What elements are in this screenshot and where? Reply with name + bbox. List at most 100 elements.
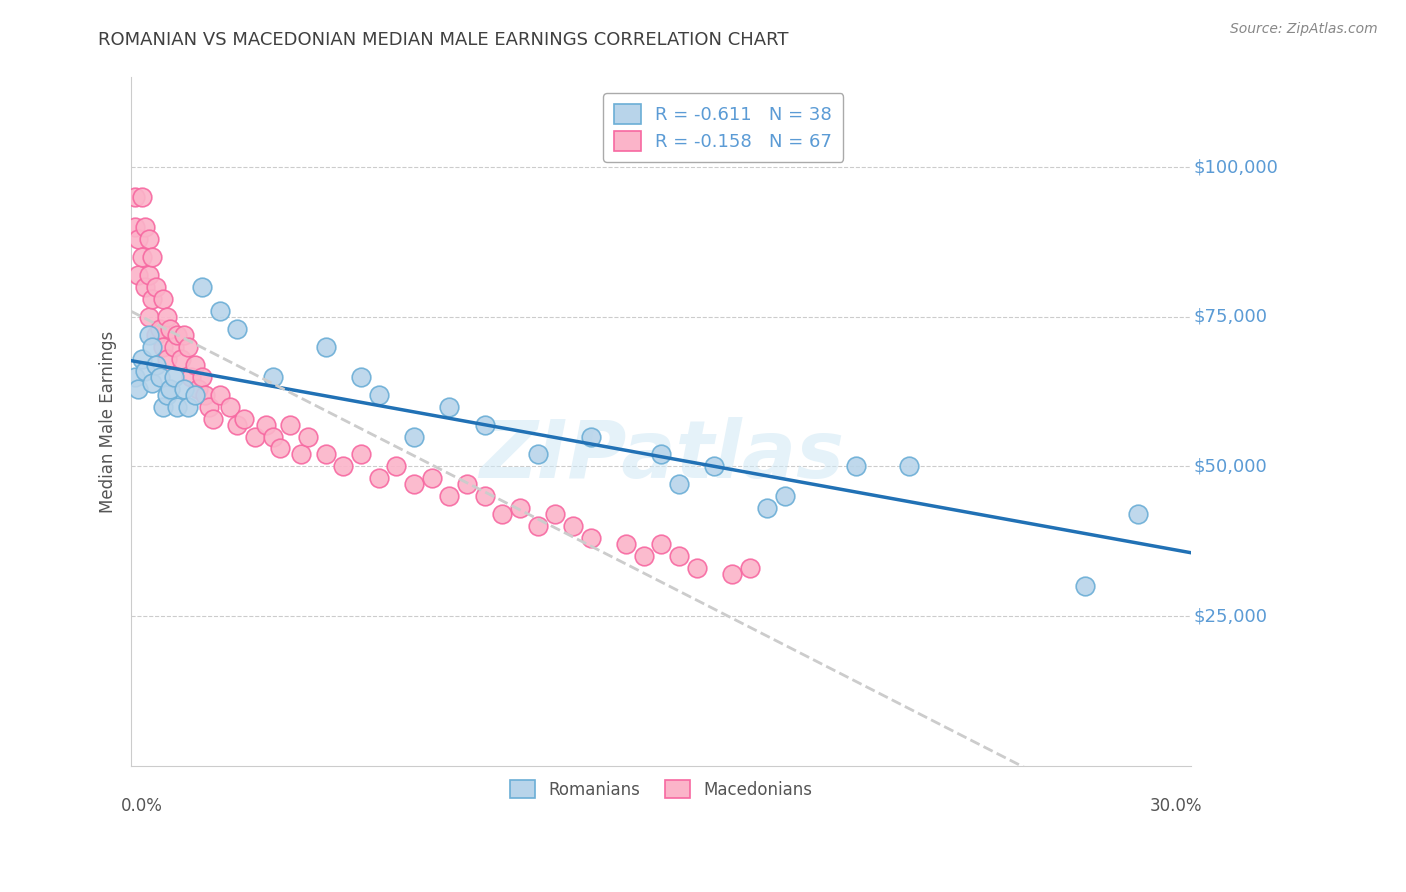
Point (180, 369, 202, 384)
Point (297, 429, 319, 443)
Point (579, 531, 602, 545)
Point (194, 387, 217, 401)
Point (173, 327, 195, 342)
Point (474, 417, 496, 432)
Point (439, 400, 461, 414)
Point (315, 447, 337, 461)
Point (131, 190, 153, 204)
Point (141, 250, 163, 264)
Text: 0.0%: 0.0% (121, 797, 163, 814)
Point (187, 382, 209, 396)
Point (668, 549, 690, 564)
Point (1074, 579, 1097, 593)
Point (166, 400, 188, 414)
Point (173, 382, 195, 396)
Text: ZIPatlas: ZIPatlas (479, 417, 844, 495)
Point (152, 400, 174, 414)
Y-axis label: Median Male Earnings: Median Male Earnings (100, 330, 117, 513)
Point (198, 400, 221, 414)
Point (148, 369, 170, 384)
Point (254, 417, 277, 432)
Point (526, 447, 548, 461)
Point (201, 411, 224, 425)
Point (208, 387, 231, 401)
Point (141, 292, 163, 306)
Point (127, 382, 149, 396)
Point (131, 250, 153, 264)
Point (155, 387, 177, 401)
Point (243, 429, 266, 443)
Point (155, 351, 177, 366)
Point (148, 322, 170, 336)
Point (127, 268, 149, 282)
Point (233, 411, 256, 425)
Point (138, 232, 160, 246)
Point (456, 477, 478, 491)
Point (350, 369, 373, 384)
Point (332, 459, 354, 474)
Point (491, 508, 513, 522)
Point (526, 519, 548, 533)
Point (208, 303, 231, 318)
Point (633, 549, 655, 564)
Text: $25,000: $25,000 (1194, 607, 1268, 625)
Point (131, 351, 153, 366)
Text: $75,000: $75,000 (1194, 308, 1268, 326)
Point (134, 280, 156, 294)
Point (262, 429, 284, 443)
Point (138, 310, 160, 324)
Point (385, 459, 408, 474)
Point (756, 501, 779, 516)
Point (184, 387, 207, 401)
Point (226, 322, 249, 336)
Text: $50,000: $50,000 (1194, 458, 1267, 475)
Text: ROMANIAN VS MACEDONIAN MEDIAN MALE EARNINGS CORRELATION CHART: ROMANIAN VS MACEDONIAN MEDIAN MALE EARNI… (98, 31, 789, 49)
Point (141, 376, 163, 390)
Point (141, 340, 163, 354)
Point (177, 400, 200, 414)
Point (191, 280, 214, 294)
Point (262, 369, 284, 384)
Point (145, 358, 167, 372)
Point (152, 340, 174, 354)
Point (219, 400, 242, 414)
Point (315, 340, 337, 354)
Point (686, 561, 709, 575)
Point (290, 447, 312, 461)
Point (420, 471, 443, 485)
Point (897, 459, 920, 474)
Point (402, 477, 425, 491)
Point (579, 429, 602, 443)
Point (350, 447, 373, 461)
Point (184, 358, 207, 372)
Point (134, 220, 156, 235)
Point (127, 232, 149, 246)
Point (509, 501, 531, 516)
Point (703, 459, 725, 474)
Point (226, 417, 249, 432)
Point (145, 327, 167, 342)
Point (474, 489, 496, 503)
Point (177, 340, 200, 354)
Point (124, 220, 146, 235)
Point (1128, 508, 1150, 522)
Text: $100,000: $100,000 (1194, 158, 1278, 177)
Point (134, 364, 156, 378)
Point (155, 310, 177, 324)
Point (402, 429, 425, 443)
Point (650, 537, 672, 551)
Point (138, 268, 160, 282)
Point (159, 382, 181, 396)
Point (145, 280, 167, 294)
Legend: Romanians, Macedonians: Romanians, Macedonians (503, 773, 820, 805)
Point (191, 369, 214, 384)
Point (367, 471, 389, 485)
Point (269, 442, 291, 456)
Point (439, 489, 461, 503)
Point (159, 322, 181, 336)
Point (614, 537, 637, 551)
Point (163, 369, 186, 384)
Point (562, 519, 585, 533)
Point (773, 489, 796, 503)
Point (721, 567, 744, 582)
